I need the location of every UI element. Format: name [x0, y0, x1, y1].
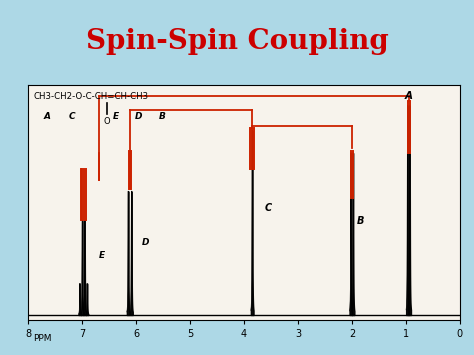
Text: E: E	[113, 112, 119, 121]
Text: B: B	[356, 216, 364, 226]
Text: B: B	[159, 112, 165, 121]
Text: Spin-Spin Coupling: Spin-Spin Coupling	[86, 27, 388, 55]
Text: C: C	[265, 203, 272, 213]
Text: O: O	[103, 117, 110, 126]
Text: PPM: PPM	[33, 334, 51, 343]
Text: D: D	[142, 238, 150, 247]
Text: A: A	[44, 112, 51, 121]
Text: A: A	[404, 91, 412, 101]
Text: CH3-CH2-O-C-CH=CH-CH3: CH3-CH2-O-C-CH=CH-CH3	[34, 92, 149, 101]
Text: D: D	[135, 112, 143, 121]
Text: E: E	[99, 251, 105, 260]
Text: C: C	[68, 112, 75, 121]
